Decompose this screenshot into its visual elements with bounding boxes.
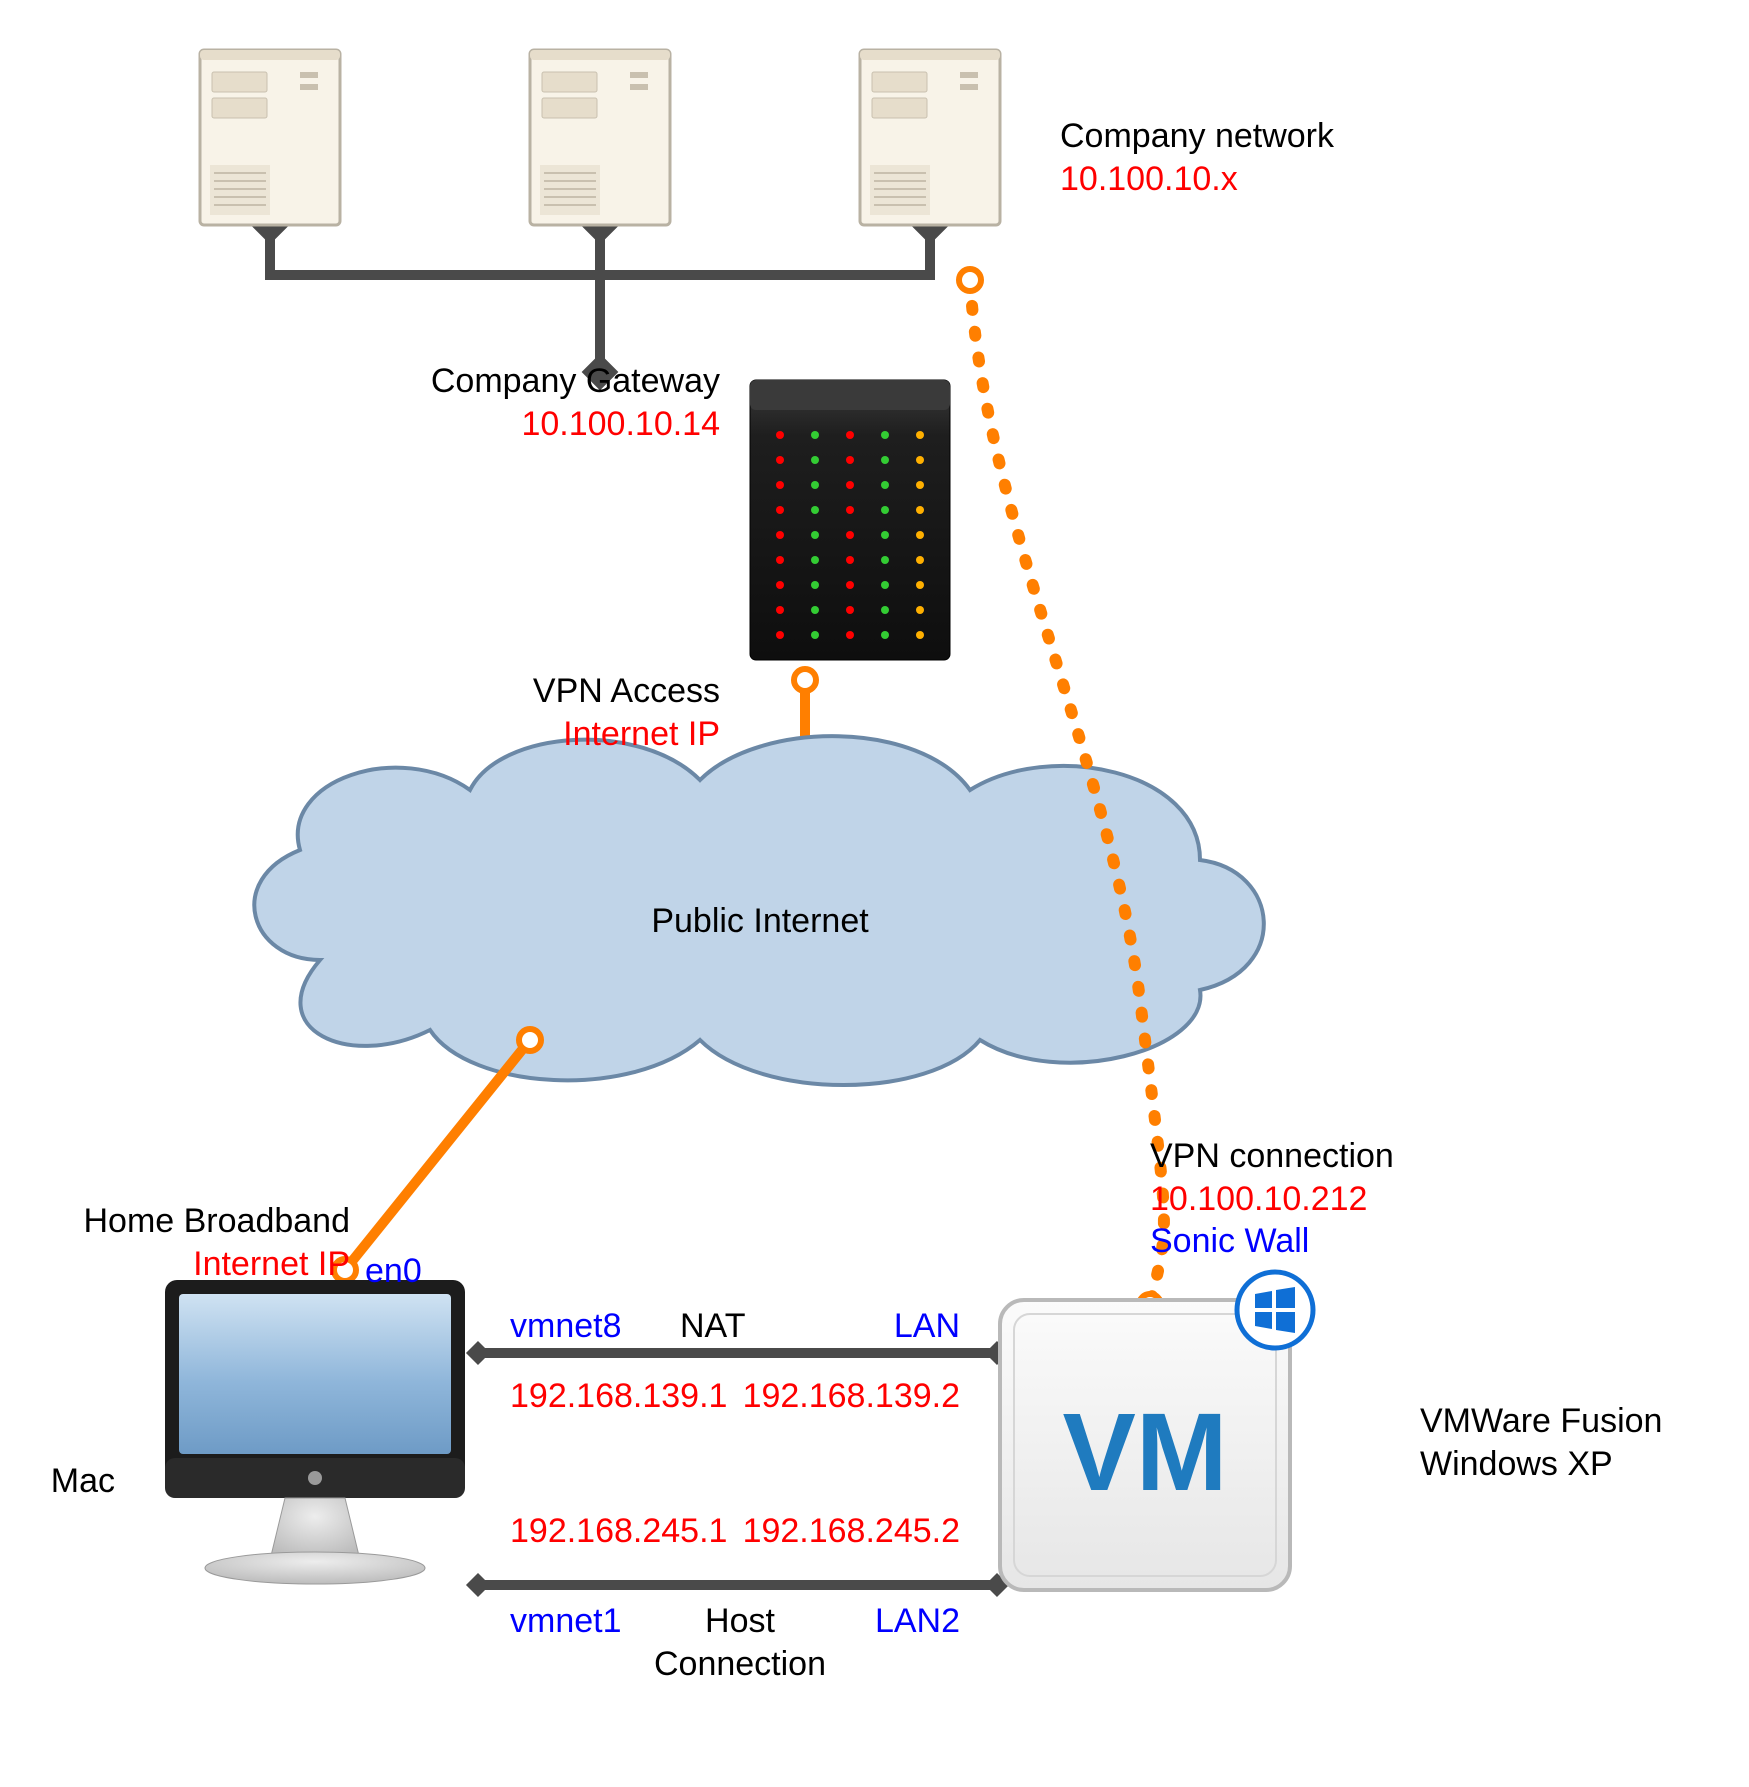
text: 10.100.10.14 <box>431 403 720 446</box>
vm-text: VM <box>1063 1391 1228 1514</box>
text: Sonic Wall <box>1150 1220 1394 1263</box>
label-lan2: LAN2 <box>875 1600 960 1643</box>
label-ip-139-1: 192.168.139.1 <box>510 1375 727 1418</box>
label-ip-245-1: 192.168.245.1 <box>510 1510 727 1553</box>
text: VPN Access <box>533 670 720 713</box>
label-vpn-connection: VPN connection 10.100.10.212 Sonic Wall <box>1150 1135 1394 1263</box>
label-home-broadband: Home Broadband Internet IP <box>83 1200 350 1285</box>
label-host-connection: Host Connection <box>654 1600 826 1685</box>
text: Company Gateway <box>431 360 720 403</box>
text: Windows XP <box>1420 1443 1662 1486</box>
label-lan: LAN <box>894 1305 960 1348</box>
mac-icon <box>165 1280 465 1584</box>
windows-badge-icon <box>1237 1272 1313 1348</box>
text: VPN connection <box>1150 1135 1394 1178</box>
text: Home Broadband <box>83 1200 350 1243</box>
server-icons <box>200 50 1000 225</box>
text: Connection <box>654 1643 826 1686</box>
vpn-access-link <box>794 669 816 821</box>
text: 10.100.10.212 <box>1150 1178 1394 1221</box>
label-nat: NAT <box>680 1305 745 1348</box>
label-mac: Mac <box>51 1460 115 1503</box>
text: 10.100.10.x <box>1060 158 1334 201</box>
vpn-dotted-link <box>959 269 1164 1316</box>
label-vpn-access: VPN Access Internet IP <box>533 670 720 755</box>
text: Company network <box>1060 115 1334 158</box>
diagram-stage: VM Company network 10.100.10.x Company G… <box>0 0 1749 1787</box>
text: Internet IP <box>83 1243 350 1286</box>
label-public-internet: Public Internet <box>651 900 868 943</box>
text: Host <box>654 1600 826 1643</box>
text: VMWare Fusion <box>1420 1400 1662 1443</box>
host-link <box>467 1574 1009 1597</box>
label-company-network: Company network 10.100.10.x <box>1060 115 1334 200</box>
home-broadband-link <box>334 1029 541 1281</box>
server-bus <box>259 215 942 384</box>
label-vmnet1: vmnet1 <box>510 1600 622 1643</box>
label-company-gateway: Company Gateway 10.100.10.14 <box>431 360 720 445</box>
label-vmware: VMWare Fusion Windows XP <box>1420 1400 1662 1485</box>
text: Internet IP <box>533 713 720 756</box>
label-ip-245-2: 192.168.245.2 <box>743 1510 960 1553</box>
label-vmnet8: vmnet8 <box>510 1305 622 1348</box>
vm-icon: VM <box>1000 1300 1290 1590</box>
label-ip-139-2: 192.168.139.2 <box>743 1375 960 1418</box>
label-en0: en0 <box>365 1250 422 1293</box>
gateway-rack-icon <box>750 380 950 660</box>
